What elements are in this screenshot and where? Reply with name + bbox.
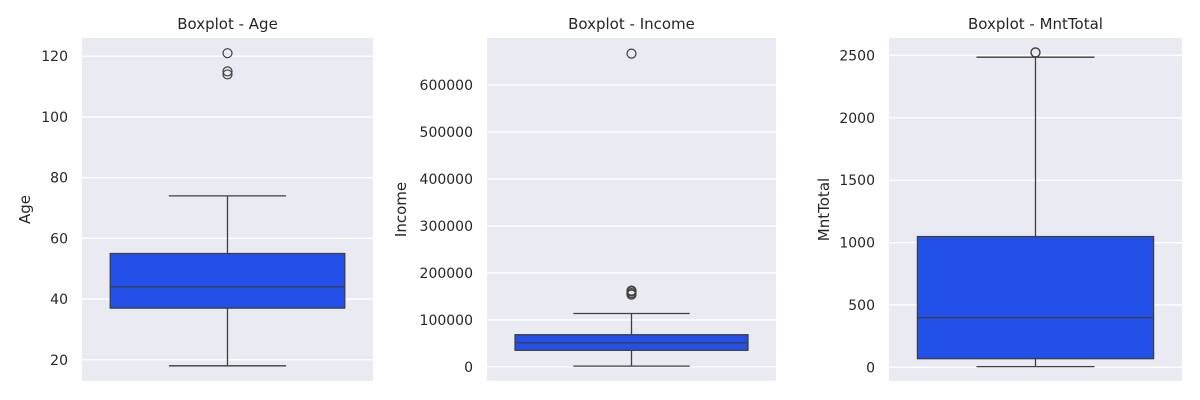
y-tick-label: 200000 <box>420 266 473 282</box>
outlier-point <box>222 48 233 59</box>
y-axis-label: MntTotal <box>815 178 833 241</box>
y-tick-label: 120 <box>41 49 68 65</box>
iqr-box <box>916 235 1155 360</box>
outlier-point <box>626 285 637 296</box>
y-tick-label: 300000 <box>420 219 473 235</box>
y-axis-label: Income <box>392 182 410 237</box>
chart-panel-2: 0 100000 200000 300000 400000 500000 600000 Box… <box>392 15 776 381</box>
y-tick-label: 1000 <box>839 236 875 252</box>
iqr-box <box>109 252 346 309</box>
panel-title: Boxplot - Income <box>568 15 695 33</box>
y-axis-label: Age <box>16 195 34 224</box>
chart-panel-1: 20 40 60 80 100 120 Boxplot - Age Age <box>16 15 373 381</box>
y-tick-label: 2500 <box>839 48 875 64</box>
outlier-point <box>626 48 637 59</box>
y-tick-label: 500 <box>848 298 875 314</box>
outlier-point <box>1030 47 1041 58</box>
panel-title: Boxplot - Age <box>177 15 278 33</box>
y-tick-label: 2000 <box>839 111 875 127</box>
y-tick-label: 500000 <box>420 125 473 141</box>
y-tick-label: 0 <box>464 360 473 376</box>
outlier-point <box>222 66 233 77</box>
y-tick-label: 20 <box>50 353 68 369</box>
y-tick-label: 0 <box>866 360 875 376</box>
y-tick-label: 40 <box>50 292 68 308</box>
outlier-point <box>222 69 233 80</box>
panel-title: Boxplot - MntTotal <box>968 15 1103 33</box>
y-tick-label: 60 <box>50 231 68 247</box>
y-tick-label: 100000 <box>420 313 473 329</box>
y-tick-label: 400000 <box>420 172 473 188</box>
y-tick-label: 80 <box>50 171 68 187</box>
chart-panel-3: 0 500 1000 1500 2000 2500 Boxplot - MntTotal Mn… <box>815 15 1182 381</box>
y-tick-label: 1500 <box>839 173 875 189</box>
y-tick-label: 100 <box>41 110 68 126</box>
y-tick-label: 600000 <box>420 78 473 94</box>
